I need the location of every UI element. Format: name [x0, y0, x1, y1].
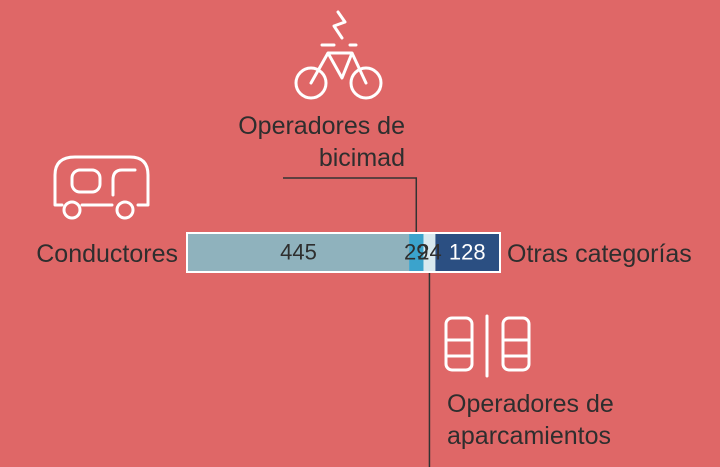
data-label: 24: [417, 239, 441, 264]
bike-icon: [294, 10, 383, 100]
caravan-icon: [53, 155, 150, 220]
parking-icon: [444, 314, 531, 378]
bar-segment: [188, 234, 410, 271]
legend-label: Operadores de aparcamientos: [447, 390, 614, 450]
data-label: 29: [404, 239, 428, 264]
data-label: 128: [449, 239, 486, 264]
legend-label: Operadores de bicimad: [238, 112, 405, 172]
legend-label: Otras categorías: [507, 240, 692, 268]
data-label: 445: [280, 239, 317, 264]
bar-segment: [435, 234, 499, 271]
bar-segment: [423, 234, 436, 271]
icons: [53, 10, 531, 378]
bar-segment: [409, 234, 424, 271]
legend-label: Conductores: [36, 240, 178, 268]
leader-line: [283, 177, 418, 232]
